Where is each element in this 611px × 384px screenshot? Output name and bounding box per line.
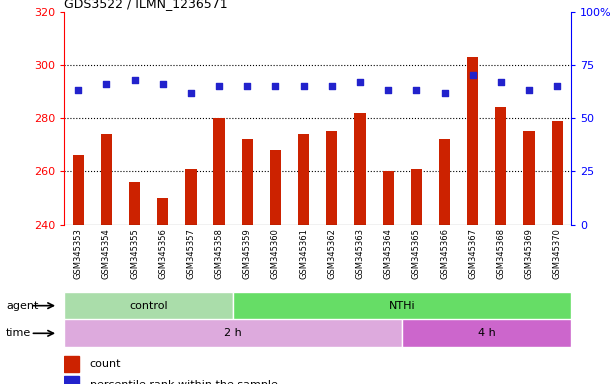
Point [468,73,478,79]
Bar [64,319,402,347]
Point [271,83,280,89]
Text: GSM345364: GSM345364 [384,228,393,279]
Point [440,89,450,96]
Text: time: time [6,328,31,338]
Point [524,87,534,93]
Text: percentile rank within the sample: percentile rank within the sample [90,380,277,384]
Text: GSM345365: GSM345365 [412,228,421,279]
Text: GSM345353: GSM345353 [74,228,82,279]
Bar [298,134,309,225]
Text: GSM345360: GSM345360 [271,228,280,279]
Bar [439,139,450,225]
Text: GSM345366: GSM345366 [440,228,449,279]
Bar [382,171,394,225]
Point [383,87,393,93]
Text: GSM345358: GSM345358 [214,228,224,279]
Bar [524,131,535,225]
Point [73,87,83,93]
Text: GSM345363: GSM345363 [356,228,365,279]
Text: count: count [90,359,121,369]
Text: control: control [130,301,168,311]
Bar [270,150,281,225]
Text: GSM345367: GSM345367 [468,228,477,279]
Point [327,83,337,89]
Bar [467,57,478,225]
Bar [411,169,422,225]
Bar [552,121,563,225]
Bar [129,182,141,225]
Point [130,77,139,83]
Point [496,79,506,85]
Text: 4 h: 4 h [478,328,496,338]
Bar [213,118,225,225]
Point [101,81,111,87]
Text: GSM345359: GSM345359 [243,228,252,279]
Bar [242,139,253,225]
Bar [354,113,365,225]
Bar [64,376,79,384]
Point [243,83,252,89]
Bar [326,131,337,225]
Text: GSM345357: GSM345357 [186,228,196,279]
Text: GDS3522 / ILMN_1236571: GDS3522 / ILMN_1236571 [64,0,228,10]
Point [355,79,365,85]
Text: GSM345369: GSM345369 [524,228,533,279]
Bar [496,108,507,225]
Bar [73,156,84,225]
Bar [402,319,571,347]
Point [186,89,196,96]
Text: 2 h: 2 h [224,328,242,338]
Bar [157,198,169,225]
Bar [233,292,571,319]
Bar [64,356,79,372]
Point [552,83,562,89]
Point [299,83,309,89]
Text: agent: agent [6,301,38,311]
Text: GSM345362: GSM345362 [327,228,336,279]
Point [214,83,224,89]
Text: GSM345368: GSM345368 [496,228,505,279]
Text: GSM345354: GSM345354 [102,228,111,279]
Text: NTHi: NTHi [389,301,415,311]
Bar [64,292,233,319]
Point [411,87,421,93]
Bar [101,134,112,225]
Text: GSM345370: GSM345370 [553,228,562,279]
Text: GSM345361: GSM345361 [299,228,308,279]
Bar [185,169,197,225]
Text: GSM345356: GSM345356 [158,228,167,279]
Text: GSM345355: GSM345355 [130,228,139,279]
Point [158,81,167,87]
